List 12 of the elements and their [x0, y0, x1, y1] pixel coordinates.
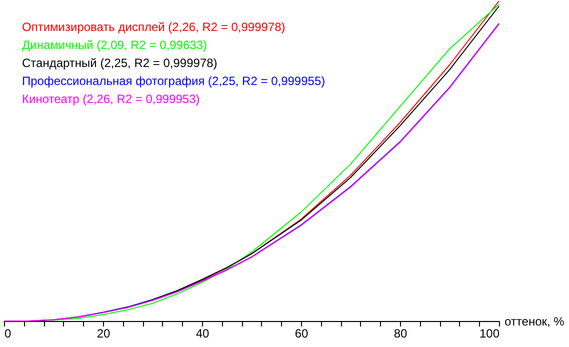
text: Оптимизировать дисплей (2,26, R2 = 0,999978): [22, 20, 286, 34]
text: Стандартный (2,25, R2 = 0,999978): [22, 56, 218, 70]
text: Профессиональная фотография (2,25, R2 = 0,999955): [22, 74, 326, 88]
x-tick-label: 60: [294, 326, 308, 340]
x-axis-title: оттенок, %: [504, 314, 565, 328]
x-tick-label: 40: [196, 326, 210, 340]
text: Динамичный (2,09, R2 = 0,99633): [22, 38, 208, 52]
x-tick-label: 20: [96, 326, 110, 340]
x-tick-label: 0: [4, 326, 12, 340]
x-tick-label: 80: [394, 326, 408, 340]
x-tick-label: 100: [479, 326, 500, 340]
text: Кинотеатр (2,26, R2 = 0,999953): [22, 92, 200, 106]
